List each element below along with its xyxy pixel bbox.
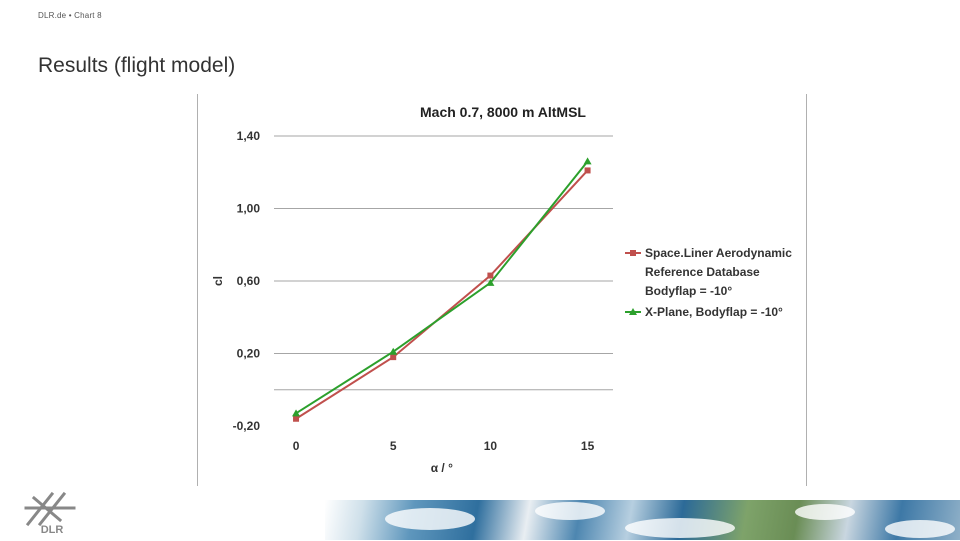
x-tick-label: 0 — [293, 439, 300, 453]
y-tick-label: 1,00 — [237, 202, 261, 216]
legend-entry: Space.Liner Aerodynamic — [645, 246, 792, 260]
legend-entry: X-Plane, Bodyflap = -10° — [645, 305, 783, 319]
logo-text: DLR — [41, 524, 64, 536]
x-tick-label: 10 — [484, 439, 498, 453]
data-point — [390, 354, 397, 361]
data-point — [487, 272, 494, 279]
x-tick-label: 5 — [390, 439, 397, 453]
series-line — [295, 169, 589, 420]
series-line — [295, 160, 589, 415]
data-point — [293, 415, 300, 422]
breadcrumb: DLR.de • Chart 8 — [38, 11, 102, 20]
chart-frame: 1,40 1,00 0,60 0,20 -0,20 0 5 10 15 Mach 0.7, 800… — [197, 94, 807, 486]
dlr-logo-icon: DLR — [20, 486, 80, 536]
data-point — [292, 409, 301, 417]
chart-title: Mach 0.7, 8000 m AltMSL — [420, 104, 586, 120]
legend-entry: Reference Database — [645, 265, 760, 279]
legend-marker — [629, 308, 637, 315]
y-tick-label: 0,20 — [237, 347, 261, 361]
page-title: Results (flight model) — [38, 54, 236, 77]
line-chart: 1,40 1,00 0,60 0,20 -0,20 0 5 10 15 Mach 0.7, 800… — [211, 104, 792, 475]
y-axis-label: cl — [211, 276, 225, 286]
data-point — [583, 157, 592, 165]
x-tick-label: 15 — [581, 439, 595, 453]
y-tick-label: 1,40 — [237, 129, 261, 143]
y-tick-label: -0,20 — [233, 419, 261, 433]
legend-entry: Bodyflap = -10° — [645, 284, 732, 298]
x-axis-label: α / ° — [431, 461, 453, 475]
earth-banner — [325, 500, 960, 540]
y-tick-label: 0,60 — [237, 274, 261, 288]
data-point — [584, 167, 591, 174]
legend-marker — [630, 250, 636, 256]
data-point — [486, 278, 495, 286]
data-point — [389, 347, 398, 355]
